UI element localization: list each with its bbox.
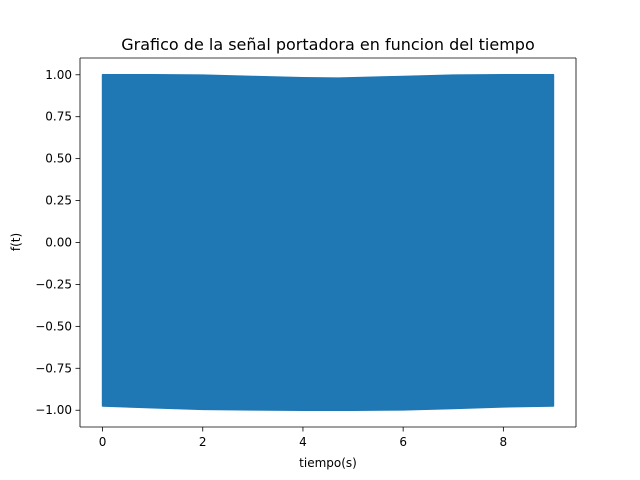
y-tick-label: −1.00 <box>35 403 72 417</box>
y-tick-label: 1.00 <box>45 68 72 82</box>
y-axis-label: f(t) <box>9 233 23 251</box>
y-tick-label: 0.50 <box>45 152 72 166</box>
axes: 0 2 4 6 8 1.00 0.75 0.50 0.25 0.00 −0.25 −0.50 −0.75… <box>35 57 577 449</box>
x-axis-label: tiempo(s) <box>299 456 357 470</box>
y-tick-label: −0.50 <box>35 319 72 333</box>
x-tick-label: 2 <box>199 435 207 449</box>
chart-title: Grafico de la señal portadora en funcion… <box>121 35 535 54</box>
y-tick-label: 0.25 <box>45 194 72 208</box>
y-tick-label: −0.75 <box>35 361 72 375</box>
y-tick-label: −0.25 <box>35 277 72 291</box>
y-tick-label: 0.00 <box>45 236 72 250</box>
y-tick-label: 0.75 <box>45 110 72 124</box>
x-tick-label: 8 <box>500 435 508 449</box>
plot-area <box>101 74 555 411</box>
x-tick-label: 4 <box>299 435 307 449</box>
series-line-0 <box>101 74 555 411</box>
x-tick-label: 0 <box>99 435 107 449</box>
x-tick-label: 6 <box>399 435 407 449</box>
